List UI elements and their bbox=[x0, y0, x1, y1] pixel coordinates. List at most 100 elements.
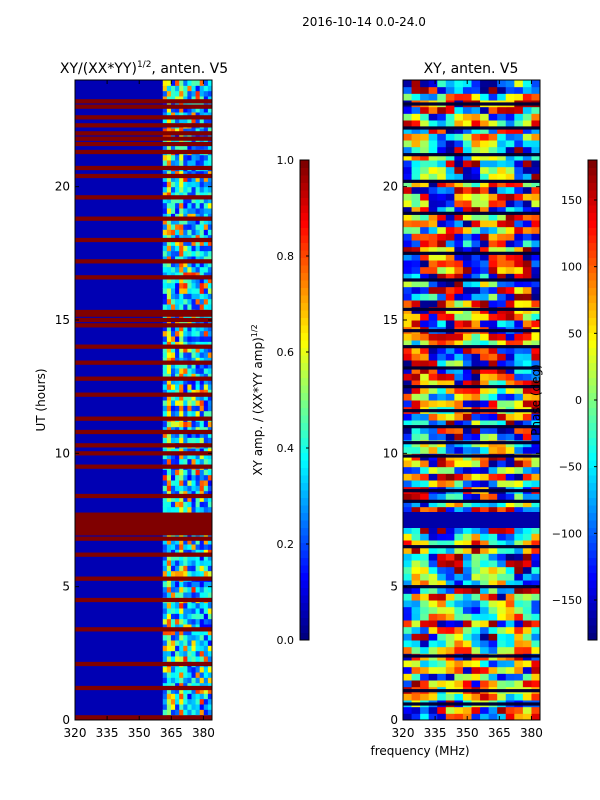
right-cell bbox=[514, 620, 524, 628]
left-cell bbox=[187, 608, 192, 614]
right-cell bbox=[522, 560, 532, 568]
right-cell bbox=[454, 586, 464, 594]
right-cell bbox=[497, 340, 507, 348]
left-cell bbox=[183, 432, 188, 438]
left-cell bbox=[195, 272, 201, 278]
left-cell bbox=[170, 213, 176, 220]
left-cell bbox=[191, 437, 197, 444]
left-cell bbox=[183, 544, 188, 550]
left-cell bbox=[166, 581, 172, 588]
phase-colorbar-segment bbox=[588, 280, 597, 288]
right-cell bbox=[437, 546, 447, 554]
right-cell bbox=[488, 420, 498, 428]
left-cell bbox=[203, 277, 209, 284]
right-cell bbox=[445, 413, 455, 421]
right-cell bbox=[445, 106, 455, 114]
right-cell bbox=[531, 366, 541, 374]
right-cell bbox=[403, 446, 413, 454]
left-cell bbox=[162, 85, 168, 92]
left-cell bbox=[179, 282, 184, 289]
right-cell bbox=[428, 680, 438, 688]
left-ylabel: UT (hours) bbox=[34, 368, 48, 431]
left-cell bbox=[203, 266, 209, 273]
right-cell bbox=[471, 500, 481, 508]
left-cell bbox=[203, 613, 209, 620]
right-cell bbox=[437, 106, 447, 114]
right-cell bbox=[411, 606, 421, 614]
right-cell bbox=[497, 600, 507, 608]
left-cell bbox=[183, 106, 188, 113]
left-cell bbox=[166, 560, 172, 566]
right-cell bbox=[428, 120, 438, 128]
right-cell bbox=[471, 433, 481, 441]
left-cell bbox=[187, 672, 192, 678]
right-cell bbox=[480, 126, 490, 134]
right-cell bbox=[428, 660, 438, 668]
left-cell bbox=[191, 346, 197, 353]
right-flag-row bbox=[403, 409, 540, 413]
left-cell bbox=[187, 240, 192, 246]
left-ytick-label: 15 bbox=[55, 313, 70, 327]
right-cell bbox=[445, 386, 455, 394]
right-cell bbox=[462, 140, 472, 148]
right-cell bbox=[445, 206, 455, 214]
right-cell bbox=[462, 300, 472, 308]
phase-colorbar-segment bbox=[588, 437, 597, 446]
right-title: XY, anten. V5 bbox=[424, 61, 519, 77]
left-cell bbox=[199, 666, 205, 673]
left-cell bbox=[207, 181, 213, 188]
right-cell bbox=[411, 640, 421, 648]
left-cell bbox=[203, 565, 209, 572]
left-cell bbox=[179, 314, 184, 321]
right-cell bbox=[514, 500, 524, 508]
amp-colorbar-segment bbox=[300, 295, 309, 303]
left-cell bbox=[166, 538, 172, 545]
right-cell bbox=[505, 146, 515, 154]
phase-colorbar-segment bbox=[588, 317, 597, 326]
right-cell bbox=[445, 200, 455, 208]
left-cell bbox=[170, 144, 176, 150]
left-cell bbox=[199, 362, 205, 369]
left-cell bbox=[191, 394, 197, 401]
left-cell bbox=[179, 474, 184, 481]
left-cell bbox=[179, 341, 184, 348]
right-cell bbox=[488, 546, 498, 554]
left-cell bbox=[199, 405, 205, 412]
left-cell bbox=[179, 496, 184, 502]
left-cell bbox=[207, 224, 213, 230]
left-cell bbox=[179, 384, 184, 390]
left-flag-row bbox=[75, 536, 212, 541]
right-flag-row bbox=[403, 689, 540, 693]
right-cell bbox=[411, 460, 421, 468]
left-cell bbox=[179, 378, 184, 385]
left-cell bbox=[207, 362, 213, 369]
left-cell bbox=[162, 352, 168, 358]
right-cell bbox=[488, 120, 498, 128]
left-cell bbox=[179, 106, 184, 113]
right-cell bbox=[462, 546, 472, 554]
right-cell bbox=[505, 426, 515, 434]
right-cell bbox=[445, 280, 455, 288]
left-cell bbox=[187, 112, 192, 118]
amp-colorbar-segment bbox=[300, 587, 309, 596]
right-cell bbox=[462, 433, 472, 441]
right-cell bbox=[428, 666, 438, 674]
left-cell bbox=[195, 106, 201, 113]
right-cell bbox=[437, 526, 447, 534]
left-cell bbox=[162, 325, 168, 332]
left-flag-row bbox=[75, 165, 212, 171]
right-cell bbox=[497, 666, 507, 674]
right-cell bbox=[420, 140, 430, 148]
left-cell bbox=[166, 96, 172, 102]
right-cell bbox=[514, 446, 524, 454]
amp-colorbar-segment bbox=[300, 250, 309, 258]
left-cell bbox=[166, 549, 172, 556]
left-cell bbox=[203, 208, 209, 214]
left-cell bbox=[187, 693, 192, 700]
phase-colorbar-segment bbox=[588, 362, 597, 371]
right-cell bbox=[454, 466, 464, 474]
left-cell bbox=[162, 389, 168, 396]
amp-colorbar-segment bbox=[300, 520, 309, 528]
right-cell bbox=[411, 566, 421, 574]
left-cell bbox=[199, 538, 205, 545]
